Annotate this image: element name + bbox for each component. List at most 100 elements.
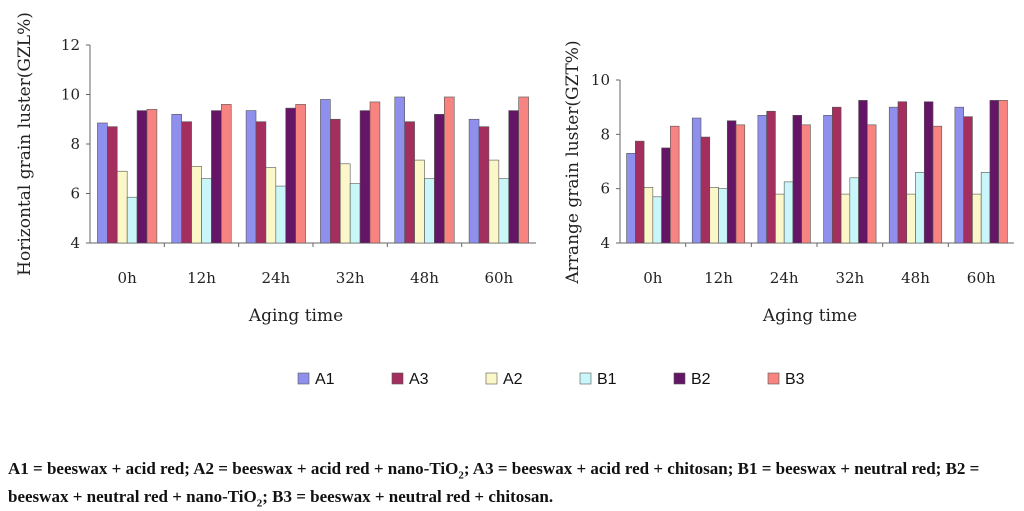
y-tick-label: 12 [61,36,80,54]
bar-A2-32h [840,193,851,244]
bar-B3-32h [369,101,381,244]
bar-A3-12h [700,136,711,244]
bar-B2-24h [285,107,296,244]
bar-B1-32h [849,177,859,244]
x-tick-label: 48h [901,269,930,287]
x-axis-title: Aging time [248,306,343,326]
y-axis-title: Arrange grain luster(GZT%) [563,40,583,284]
bar-B1-12h [718,188,728,244]
x-tick-label: 48h [410,269,439,287]
bar-A2-12h [191,165,202,244]
bar-A1-0h [626,153,636,244]
bar-B3-0h [146,109,158,244]
legend-label-B1: B1 [597,371,617,388]
bar-A2-24h [775,193,785,244]
bar-B3-32h [867,124,877,244]
x-tick-label: 12h [187,269,216,287]
bar-B2-60h [989,100,999,244]
x-tick-label: 32h [336,269,365,287]
bar-A3-32h [330,118,341,244]
bar-A3-24h [766,110,776,244]
bar-B3-24h [295,104,306,244]
bar-A3-0h [107,126,118,244]
arrange-grain-chart: 4 6 8 10 0h 12h 24h 32h 48h 60h Aging time Arrange … [563,40,1014,326]
x-tick-label: 0h [643,269,663,287]
legend-label-B3: B3 [785,371,805,388]
bar-A3-24h [255,121,267,244]
bar-A2-32h [339,163,351,244]
bar-A1-32h [823,115,833,244]
bar-A2-0h [643,187,654,244]
y-tick-label: 10 [591,71,610,89]
x-tick-label: 60h [967,269,996,287]
legend-label-A2: A2 [503,371,523,388]
bar-B3-12h [735,124,746,244]
bar-B1-24h [783,181,794,244]
bar-A1-60h [468,118,480,244]
bar-A2-12h [709,187,719,244]
bar-B1-60h [498,178,510,244]
bar-A1-24h [245,110,257,244]
bar-B2-48h [923,101,934,244]
x-axis-title: Aging time [762,306,857,326]
x-tick-label: 24h [261,269,290,287]
bar-A1-24h [757,115,767,244]
x-tick-label: 24h [770,269,799,287]
x-tick-label: 32h [835,269,864,287]
bar-B3-60h [998,100,1008,244]
horizontal-grain-chart: 4 6 8 10 12 0h 12h 24h 32h 48h 60h Aging time Horizo… [15,12,536,326]
bar-B3-48h [932,125,943,244]
bar-A3-48h [897,101,908,244]
legend-swatch-B1 [579,372,592,385]
bar-A3-12h [181,121,192,244]
bar-B3-24h [801,124,811,244]
bar-B1-48h [915,172,925,244]
x-tick-label: 0h [118,269,138,287]
x-tick-label: 12h [704,269,733,287]
bar-A2-48h [414,159,425,244]
bar-B3-60h [518,96,529,244]
bar-A1-0h [97,122,108,244]
bar-A2-60h [972,193,982,244]
bar-A1-12h [691,117,702,244]
bar-B1-24h [275,185,287,244]
bar-A1-48h [394,96,405,244]
y-tick-label: 6 [600,180,610,198]
bar-A1-48h [888,106,899,244]
bar-A1-32h [320,99,331,244]
caption-text: A1 = beeswax + acid red; A2 = beeswax + … [8,459,980,510]
bar-B2-12h [211,110,222,244]
legend: A1 A3 A2 B1 B2 B3 [297,371,805,388]
bar-B1-48h [424,178,435,244]
bar-A2-24h [265,167,277,244]
legend-swatch-B3 [767,372,780,385]
y-axis-title: Horizontal grain luster(GZL%) [15,12,35,276]
bar-B3-48h [444,96,455,244]
bar-A2-48h [906,193,916,244]
bar-A3-60h [478,126,490,244]
bar-A2-0h [116,170,128,244]
legend-label-B2: B2 [691,371,711,388]
bar-B2-0h [136,110,148,244]
bar-B1-32h [349,183,361,244]
legend-swatch-A1 [297,372,310,385]
y-tick-label: 8 [70,135,80,153]
legend-swatch-A2 [485,372,498,385]
bar-B2-48h [434,114,445,244]
bar-A1-60h [954,106,964,244]
bar-A1-12h [171,114,182,244]
bar-B3-0h [670,125,680,244]
bar-B1-12h [201,178,212,244]
bar-A2-60h [488,159,500,244]
bar-A3-0h [635,140,645,244]
bar-B2-32h [359,110,371,244]
legend-swatch-A3 [391,372,404,385]
bar-B1-0h [652,196,662,244]
legend-label-A1: A1 [315,371,335,388]
bar-A3-48h [404,121,415,244]
bar-A3-60h [963,116,973,244]
bar-B2-24h [792,115,802,244]
legend-label-A3: A3 [409,371,429,388]
y-tick-label: 4 [70,234,80,252]
